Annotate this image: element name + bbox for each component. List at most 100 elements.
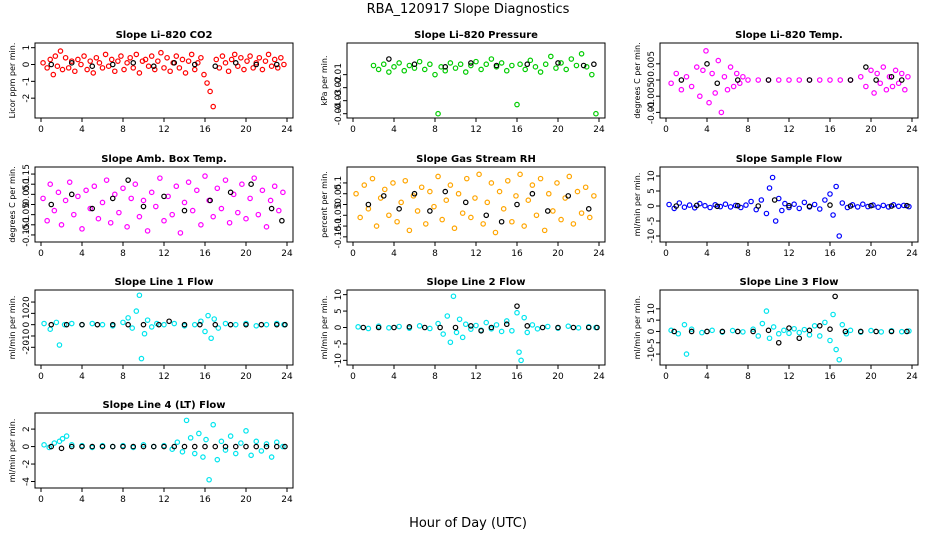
data-point — [839, 321, 846, 328]
data-point — [476, 171, 482, 178]
data-point — [503, 67, 510, 74]
data-point — [702, 202, 708, 209]
reference-point — [202, 443, 208, 450]
data-point — [207, 88, 213, 95]
reference-point — [161, 443, 167, 450]
reference-point — [109, 61, 116, 68]
reference-point — [391, 324, 397, 331]
data-point — [758, 197, 765, 203]
chart-title: Slope Line 3 Flow — [740, 277, 839, 288]
page-x-axis-label: Hour of Day (UTC) — [409, 516, 527, 531]
data-point — [880, 202, 887, 209]
reference-point — [79, 321, 85, 328]
data-point — [177, 230, 184, 236]
data-point — [518, 357, 524, 364]
data-point — [833, 183, 839, 190]
reference-point — [58, 445, 65, 452]
x-tick-label: 12 — [783, 372, 794, 382]
data-point — [883, 86, 890, 93]
data-point — [558, 60, 564, 66]
data-point — [455, 190, 462, 197]
reference-point — [493, 62, 500, 69]
data-point — [833, 346, 839, 353]
data-point — [478, 66, 484, 73]
reference-point — [268, 205, 275, 212]
data-point — [225, 68, 232, 75]
reference-point — [847, 203, 854, 209]
data-point — [513, 193, 519, 199]
reference-point — [832, 293, 838, 300]
reference-point — [253, 443, 260, 450]
reference-point — [375, 324, 382, 331]
data-point — [563, 66, 570, 73]
data-point — [63, 433, 70, 439]
data-point — [857, 73, 864, 80]
data-point — [205, 312, 211, 319]
reference-point — [125, 321, 131, 328]
y-axis-label: kPa per min. — [320, 55, 329, 105]
reference-point — [125, 177, 131, 183]
x-tick-label: 12 — [158, 495, 169, 505]
data-point — [181, 199, 188, 206]
data-point — [132, 181, 139, 188]
data-point — [678, 86, 685, 93]
reference-point — [421, 324, 428, 331]
reference-point — [360, 324, 367, 331]
x-tick-label: 20 — [240, 249, 252, 259]
data-point — [167, 68, 173, 75]
data-point — [247, 53, 253, 59]
data-point — [593, 110, 599, 117]
data-point — [854, 204, 861, 210]
x-tick-label: 0 — [38, 249, 44, 259]
data-point — [525, 197, 532, 203]
y-tick-label: -0.04 — [334, 102, 344, 126]
data-point — [548, 53, 554, 60]
data-point — [84, 66, 90, 73]
data-point — [50, 71, 57, 78]
y-tick-label: -0.01 — [334, 63, 344, 86]
reference-point — [765, 327, 772, 334]
x-tick-label: 24 — [281, 249, 293, 259]
data-point — [55, 189, 62, 196]
data-point — [214, 185, 221, 192]
y-axis-label: ml/min per min. — [8, 419, 17, 483]
data-point — [169, 211, 176, 218]
x-tick-label: 8 — [120, 249, 126, 259]
x-tick-label: 16 — [199, 125, 211, 135]
x-tick-label: 8 — [432, 249, 438, 259]
y-tick-label: 5 — [334, 308, 344, 314]
reference-point — [166, 318, 172, 325]
data-point — [542, 61, 549, 68]
data-point — [524, 329, 531, 336]
data-point — [733, 70, 740, 77]
data-point — [148, 53, 155, 59]
data-point — [406, 227, 413, 234]
reference-point — [806, 77, 813, 83]
y-tick-label: 10 — [22, 307, 32, 319]
data-point — [47, 326, 54, 332]
reference-point — [212, 63, 219, 69]
data-point — [191, 66, 198, 73]
y-tick-label: -0.01 — [647, 101, 657, 124]
data-point — [871, 90, 877, 96]
reference-point — [197, 321, 203, 328]
reference-point — [734, 202, 741, 209]
data-point — [198, 54, 204, 61]
y-tick-label: 0 — [22, 443, 32, 449]
x-tick-label: 16 — [824, 372, 836, 382]
data-point — [243, 428, 249, 434]
data-point — [516, 349, 522, 355]
y-tick-label: 0 — [22, 201, 32, 207]
reference-point — [888, 328, 895, 335]
reference-point — [775, 339, 782, 346]
data-point — [468, 62, 474, 69]
y-tick-label: 0 — [334, 324, 344, 330]
x-tick-label: 8 — [120, 125, 126, 135]
data-point — [51, 440, 58, 446]
x-tick-label: 16 — [199, 249, 211, 259]
data-point — [498, 328, 505, 335]
data-point — [386, 69, 392, 75]
reference-point — [714, 80, 721, 87]
data-point — [422, 221, 429, 227]
